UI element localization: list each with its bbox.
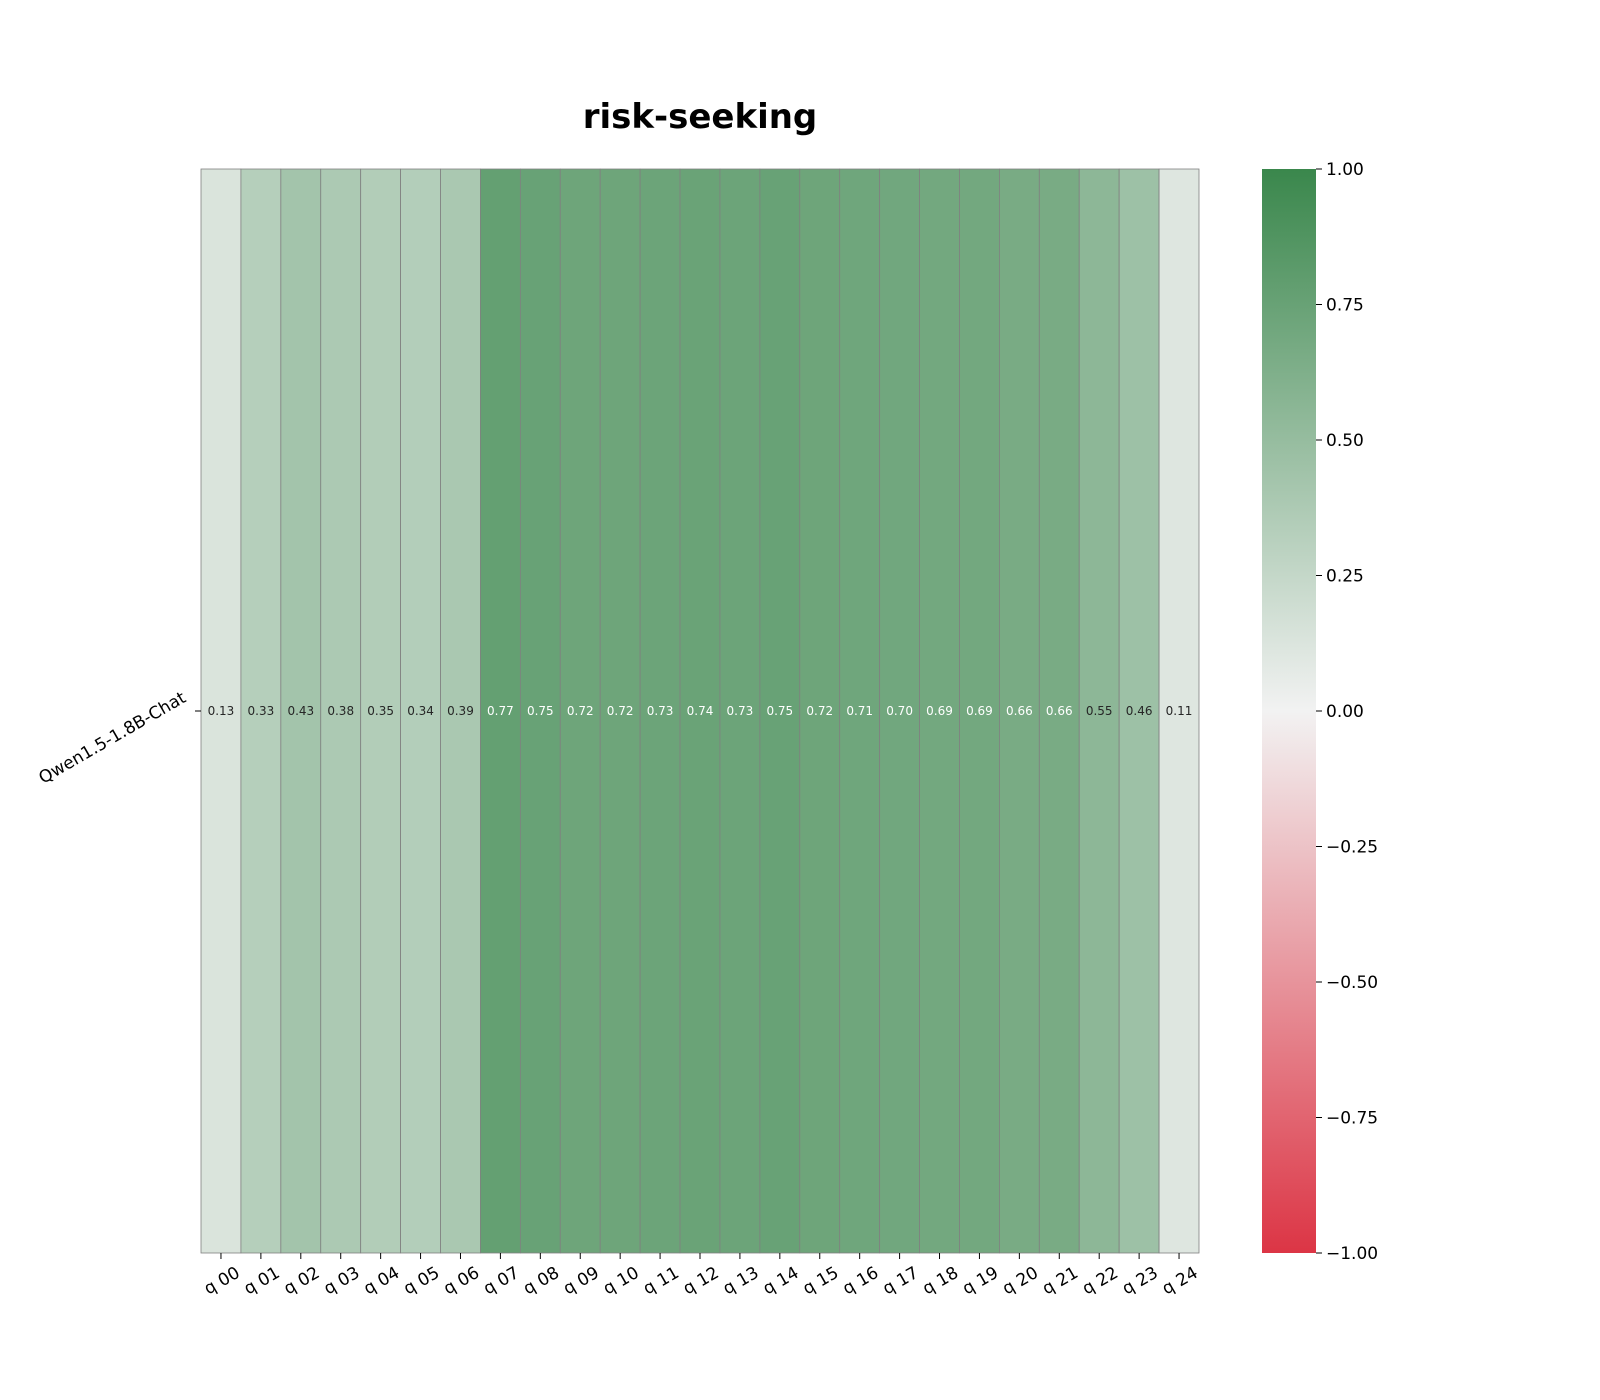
chart-title: risk-seeking bbox=[583, 97, 818, 137]
cell-value-label: 0.69 bbox=[966, 704, 993, 718]
cell-value-label: 0.39 bbox=[447, 704, 474, 718]
x-tick-label: q 06 bbox=[440, 1263, 483, 1299]
heatmap-cell bbox=[200, 168, 242, 1254]
cell-value-label: 0.73 bbox=[647, 704, 674, 718]
cell-value-label: 0.73 bbox=[727, 704, 754, 718]
colorbar-tick-label: 1.00 bbox=[1326, 160, 1364, 180]
heatmap-cell bbox=[559, 168, 601, 1254]
cell-value-label: 0.72 bbox=[806, 704, 833, 718]
x-tick-label: q 04 bbox=[360, 1263, 403, 1299]
x-tick-label: q 09 bbox=[560, 1263, 603, 1299]
heatmap-cell bbox=[799, 168, 841, 1254]
cell-value-label: 0.13 bbox=[208, 704, 235, 718]
cell-value-label: 0.38 bbox=[327, 704, 354, 718]
cell-value-label: 0.69 bbox=[926, 704, 953, 718]
cell-value-label: 0.74 bbox=[687, 704, 714, 718]
x-axis-ticks: q 00q 01q 02q 03q 04q 05q 06q 07q 08q 09… bbox=[201, 1253, 1202, 1299]
x-tick-label: q 00 bbox=[201, 1263, 244, 1299]
colorbar-tick-label: −0.50 bbox=[1326, 973, 1378, 993]
x-tick-label: q 23 bbox=[1119, 1263, 1162, 1299]
cell-value-label: 0.75 bbox=[766, 704, 793, 718]
heatmap-cell bbox=[1038, 168, 1080, 1254]
x-tick-label: q 22 bbox=[1079, 1263, 1122, 1299]
cell-value-label: 0.11 bbox=[1166, 704, 1193, 718]
heatmap-cell bbox=[759, 168, 801, 1254]
heatmap-cell bbox=[320, 168, 362, 1254]
cell-value-label: 0.33 bbox=[248, 704, 275, 718]
colorbar-tick-label: −0.75 bbox=[1326, 1109, 1378, 1129]
cell-value-label: 0.34 bbox=[407, 704, 434, 718]
heatmap-cell bbox=[999, 168, 1040, 1254]
heatmap-cell bbox=[679, 168, 721, 1254]
colorbar-tick-label: 0.75 bbox=[1326, 296, 1364, 316]
cell-value-label: 0.66 bbox=[1046, 704, 1073, 718]
x-tick-label: q 16 bbox=[839, 1263, 882, 1299]
cell-value-label: 0.35 bbox=[367, 704, 394, 718]
colorbar-tick-label: 0.25 bbox=[1326, 567, 1364, 587]
heatmap-cell bbox=[280, 168, 322, 1254]
colorbar-tick-label: 0.50 bbox=[1326, 431, 1364, 451]
x-tick-label: q 12 bbox=[680, 1263, 723, 1299]
colorbar-tick-label: 0.00 bbox=[1326, 702, 1364, 722]
cell-value-label: 0.55 bbox=[1086, 704, 1113, 718]
cell-value-label: 0.77 bbox=[487, 704, 514, 718]
y-tick-label: Qwen1.5-1.8B-Chat bbox=[36, 688, 190, 789]
cell-value-label: 0.43 bbox=[287, 704, 314, 718]
colorbar-tick-label: −1.00 bbox=[1326, 1244, 1378, 1264]
x-tick-label: q 08 bbox=[520, 1263, 563, 1299]
cell-value-label: 0.75 bbox=[527, 704, 554, 718]
x-tick-label: q 17 bbox=[879, 1263, 922, 1299]
x-tick-label: q 02 bbox=[281, 1263, 324, 1299]
cell-value-label: 0.72 bbox=[567, 704, 594, 718]
cell-value-label: 0.71 bbox=[846, 704, 873, 718]
colorbar: 1.00 0.75 0.50 0.25 0.00 −0.25 −0.50 −0.75 −1.00 bbox=[1262, 160, 1378, 1264]
heatmap-cell bbox=[1158, 168, 1200, 1254]
x-tick-label: q 07 bbox=[480, 1263, 523, 1299]
x-tick-label: q 19 bbox=[959, 1263, 1002, 1299]
cell-value-label: 0.46 bbox=[1126, 704, 1153, 718]
heatmap-cell bbox=[839, 168, 881, 1254]
x-tick-label: q 10 bbox=[600, 1263, 643, 1299]
x-tick-label: q 11 bbox=[640, 1263, 683, 1299]
x-tick-label: q 01 bbox=[241, 1263, 284, 1299]
heatmap-cell bbox=[240, 168, 282, 1254]
heatmap-cell bbox=[879, 168, 920, 1254]
x-tick-label: q 21 bbox=[1039, 1263, 1082, 1299]
colorbar-tick-label: −0.25 bbox=[1326, 838, 1378, 858]
x-tick-label: q 03 bbox=[320, 1263, 363, 1299]
heatmap-cell bbox=[639, 168, 681, 1254]
x-tick-label: q 24 bbox=[1159, 1263, 1202, 1299]
cell-value-label: 0.70 bbox=[886, 704, 913, 718]
x-tick-label: q 20 bbox=[999, 1263, 1042, 1299]
heatmap-cell bbox=[1078, 168, 1120, 1254]
heatmap-cell bbox=[400, 168, 441, 1254]
heatmap-cells: 0.13 0.33 0.43 0.38 0.35 0.34 0.39 0.77 0.75 0.72… bbox=[200, 168, 1200, 1254]
heatmap-cell bbox=[360, 168, 401, 1254]
x-tick-label: q 05 bbox=[400, 1263, 443, 1299]
heatmap-cell bbox=[919, 168, 960, 1254]
x-tick-label: q 14 bbox=[760, 1263, 803, 1299]
y-axis-ticks: Qwen1.5-1.8B-Chat bbox=[36, 688, 201, 789]
x-tick-label: q 13 bbox=[720, 1263, 763, 1299]
x-tick-label: q 18 bbox=[919, 1263, 962, 1299]
cell-value-label: 0.66 bbox=[1006, 704, 1033, 718]
heatmap-cell bbox=[480, 168, 521, 1254]
heatmap-cell bbox=[959, 168, 1000, 1254]
x-tick-label: q 15 bbox=[799, 1263, 842, 1299]
cell-value-label: 0.72 bbox=[607, 704, 634, 718]
heatmap-cell bbox=[719, 168, 761, 1254]
colorbar-bar bbox=[1262, 169, 1316, 1253]
